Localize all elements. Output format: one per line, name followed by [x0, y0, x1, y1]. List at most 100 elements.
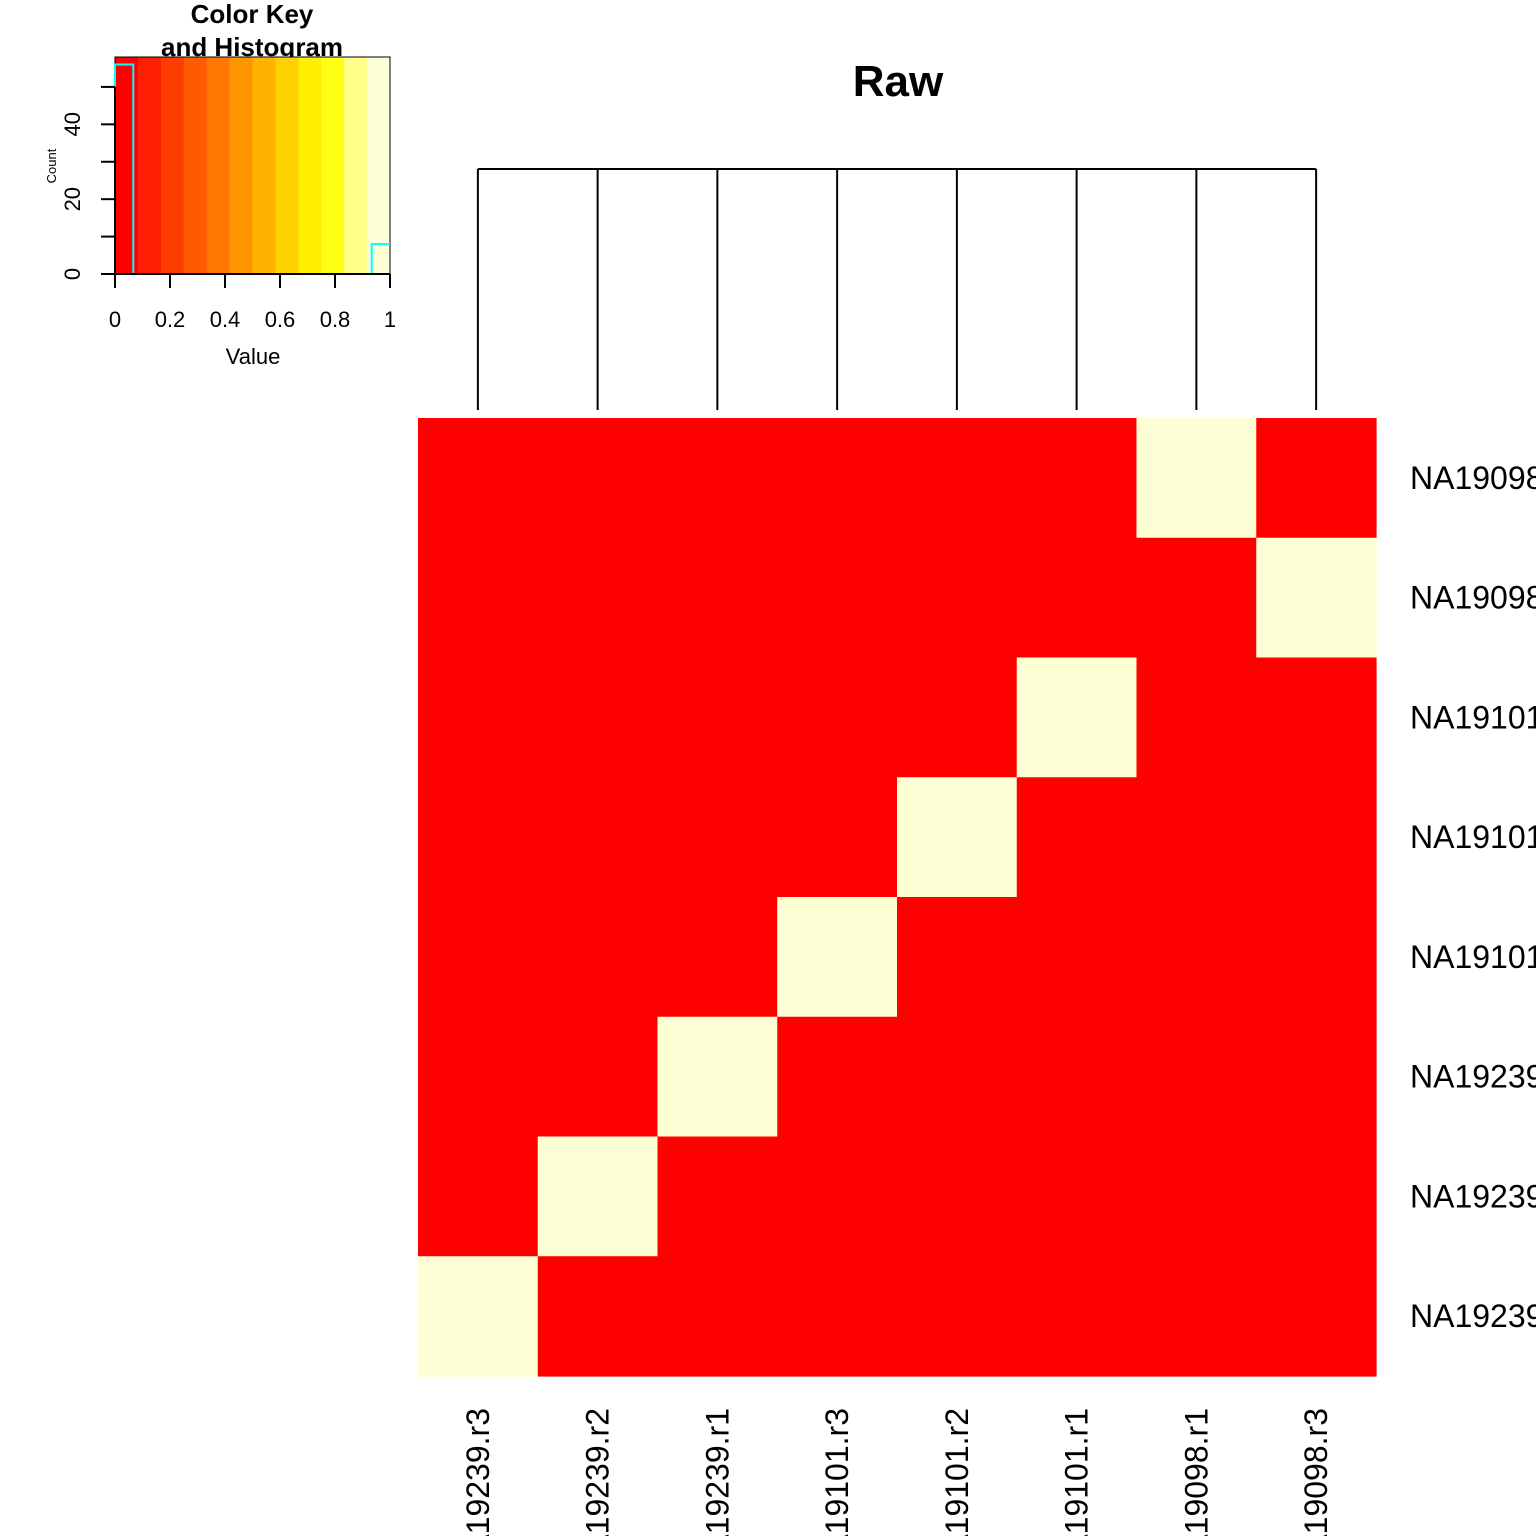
- color-key-swatch: [321, 57, 345, 274]
- column-label: NA19239.r3: [460, 1408, 496, 1536]
- color-key-swatch: [298, 57, 322, 274]
- heatmap-cell: [897, 1016, 1018, 1138]
- heatmap-cell: [418, 418, 539, 539]
- heatmap-cell: [1256, 1256, 1377, 1377]
- x-tick-label: 0.2: [155, 307, 186, 332]
- heatmap-cell: [418, 657, 539, 778]
- heatmap-cell: [897, 1136, 1018, 1257]
- heatmap-cell: [777, 1136, 898, 1257]
- heatmap-cell: [1256, 777, 1377, 898]
- column-label: NA19239.r1: [699, 1408, 735, 1536]
- color-key-swatch: [115, 57, 139, 274]
- heatmap-cell: [897, 777, 1018, 898]
- row-label: NA19101.r1: [1410, 699, 1536, 735]
- heatmap-cell: [1016, 1256, 1138, 1377]
- heatmap-cell: [657, 897, 778, 1018]
- y-axis-label: Count: [44, 148, 59, 183]
- x-tick-label: 0.4: [210, 307, 241, 332]
- color-key-swatch: [160, 57, 185, 274]
- heatmap-cell: [1136, 1256, 1257, 1377]
- color-key-swatch: [275, 57, 299, 274]
- row-label: NA19098.r1: [1410, 460, 1536, 496]
- heatmap-cell: [1136, 897, 1257, 1018]
- heatmap-cell: [657, 418, 778, 539]
- color-key-swatch: [344, 57, 368, 274]
- heatmap-cell: [1016, 657, 1138, 778]
- heatmap-cell: [1256, 1016, 1377, 1138]
- heatmap-cell: [1016, 777, 1138, 898]
- row-label: NA19101.r2: [1410, 819, 1536, 855]
- heatmap-cell: [1136, 657, 1257, 778]
- row-label: NA19101.r3: [1410, 939, 1536, 975]
- heatmap-cell: [418, 897, 539, 1018]
- heatmap-cell: [537, 1256, 659, 1377]
- heatmap-cell: [1256, 1136, 1377, 1257]
- column-label: NA19098.r3: [1298, 1408, 1334, 1536]
- heatmap-cell: [777, 1256, 898, 1377]
- heatmap-cell: [418, 537, 539, 659]
- chart-title: Raw: [853, 57, 944, 106]
- x-axis-label: Value: [226, 344, 281, 369]
- heatmap-cell: [657, 1136, 778, 1257]
- heatmap-cell: [537, 897, 659, 1018]
- column-dendrogram: [476, 168, 1318, 410]
- x-tick-label: 0.6: [265, 307, 296, 332]
- x-tick-label: 0.8: [320, 307, 351, 332]
- heatmap-cell: [537, 1016, 659, 1138]
- row-label: NA19239.r3: [1410, 1298, 1536, 1334]
- heatmap-cell: [657, 777, 778, 898]
- heatmap-cell: [537, 418, 659, 539]
- heatmap-cell: [1016, 1136, 1138, 1257]
- heatmap-cell: [897, 537, 1018, 659]
- heatmap-cell: [1256, 897, 1377, 1018]
- heatmap-cell: [897, 897, 1018, 1018]
- y-tick-label: 40: [60, 112, 85, 136]
- heatmap-cell: [1016, 537, 1138, 659]
- heatmap-cell: [657, 537, 778, 659]
- row-labels: NA19098.r1 NA19098.r3 NA19101.r1 NA19101.r2…: [1410, 460, 1536, 1334]
- heatmap-cell: [657, 1016, 778, 1138]
- heatmap-cell: [777, 777, 898, 898]
- heatmap-cell: [777, 1016, 898, 1138]
- heatmap-cell: [897, 1256, 1018, 1377]
- column-label: NA19101.r2: [939, 1408, 975, 1536]
- heatmap-cell: [1016, 418, 1138, 539]
- row-label: NA19239.r1: [1410, 1059, 1536, 1095]
- color-key-swatch: [229, 57, 253, 274]
- color-key-swatch: [206, 57, 231, 274]
- heatmap-cell: [657, 657, 778, 778]
- heatmap-cell: [1256, 657, 1377, 778]
- heatmap-cell: [1016, 897, 1138, 1018]
- heatmap-cell: [537, 657, 659, 778]
- heatmap-cell: [1136, 418, 1257, 539]
- heatmap-cell: [777, 897, 898, 1018]
- heatmap-cells: [418, 418, 1377, 1377]
- column-labels: NA19239.r3 NA19239.r2 NA19239.r1 NA19101.r3…: [460, 1408, 1334, 1536]
- x-tick-label: 1: [384, 307, 396, 332]
- y-tick-label: 0: [60, 268, 85, 280]
- heatmap-cell: [1136, 1136, 1257, 1257]
- x-tick-label: 0: [109, 307, 121, 332]
- heatmap-cell: [1016, 1016, 1138, 1138]
- color-key-swatch: [137, 57, 162, 274]
- heatmap-cell: [657, 1256, 778, 1377]
- heatmap-cell: [777, 418, 898, 539]
- color-key-swatch: [367, 57, 391, 274]
- heatmap-cell: [418, 1016, 539, 1138]
- heatmap-cell: [418, 1136, 539, 1257]
- row-label: NA19098.r3: [1410, 580, 1536, 616]
- heatmap-cell: [418, 1256, 539, 1377]
- heatmap-cell: [897, 418, 1018, 539]
- heatmap-cell: [1136, 1016, 1257, 1138]
- heatmap-cell: [537, 777, 659, 898]
- color-key-title: Color Key: [191, 0, 314, 29]
- row-label: NA19239.r2: [1410, 1178, 1536, 1214]
- y-tick-label: 20: [60, 187, 85, 211]
- heatmap-cell: [418, 777, 539, 898]
- column-label: NA19101.r1: [1059, 1408, 1095, 1536]
- heatmap-cell: [1136, 777, 1257, 898]
- heatmap-cell: [897, 657, 1018, 778]
- column-label: NA19098.r1: [1178, 1408, 1214, 1536]
